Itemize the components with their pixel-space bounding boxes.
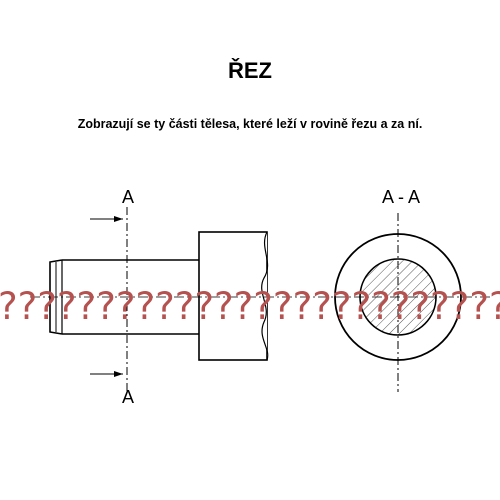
page-subtitle: Zobrazují se ty části tělesa, které leží…	[77, 117, 423, 131]
page-title: ŘEZ	[228, 58, 272, 83]
section-view	[334, 213, 462, 392]
cut-label-bottom: A	[122, 387, 134, 407]
cutting-plane-markers	[90, 207, 128, 392]
bolt-side-view	[49, 231, 269, 361]
outer-ring	[334, 233, 462, 361]
cut-label-top: A	[122, 187, 134, 207]
section-label: A - A	[382, 187, 420, 207]
